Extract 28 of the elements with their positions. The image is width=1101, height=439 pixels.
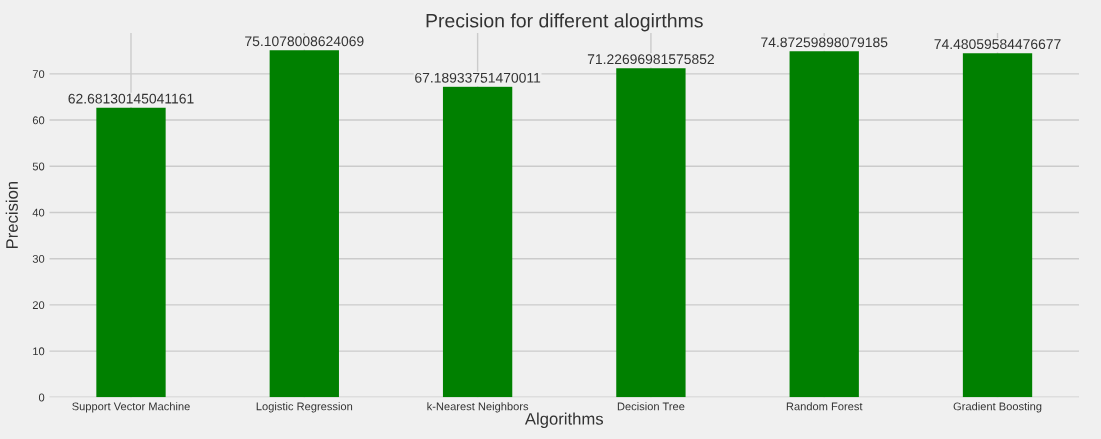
y-tick-label: 0 — [38, 393, 45, 402]
bar — [269, 50, 339, 398]
bar — [962, 53, 1033, 398]
x-tick-label: Logistic Regression — [256, 402, 353, 413]
x-tick-label: Random Forest — [786, 402, 863, 411]
data-label: 74.87259898079185 — [761, 37, 888, 48]
data-label: 75.1078008624069 — [245, 36, 364, 47]
x-tick-label: k-Nearest Neighbors — [427, 402, 529, 413]
data-label: 62.68130145041161 — [68, 93, 194, 104]
data-label: 74.48059584476677 — [934, 39, 1061, 50]
data-label: 71.22696981575852 — [587, 54, 714, 65]
chart-title: Precision for different alogirthms — [426, 13, 703, 32]
y-tick-label: 70 — [32, 70, 45, 78]
bar — [789, 51, 859, 398]
y-tick-label: 50 — [32, 162, 45, 171]
bar — [616, 68, 686, 398]
y-tick-label: 20 — [32, 301, 45, 310]
y-tick-label: 30 — [32, 254, 45, 263]
bar — [96, 107, 166, 398]
data-label: 67.18933751470011 — [415, 72, 541, 83]
y-tick-label: 10 — [33, 347, 45, 356]
x-axis-title: Algorithms — [524, 412, 604, 429]
y-tick-label: 60 — [32, 116, 45, 125]
y-axis-title: Precision — [5, 181, 18, 249]
x-tick-label: Decision Tree — [617, 402, 685, 411]
x-tick-label: Support Vector Machine — [72, 402, 190, 413]
x-tick-label: Gradient Boosting — [953, 402, 1042, 413]
y-tick-label: 40 — [32, 208, 45, 217]
